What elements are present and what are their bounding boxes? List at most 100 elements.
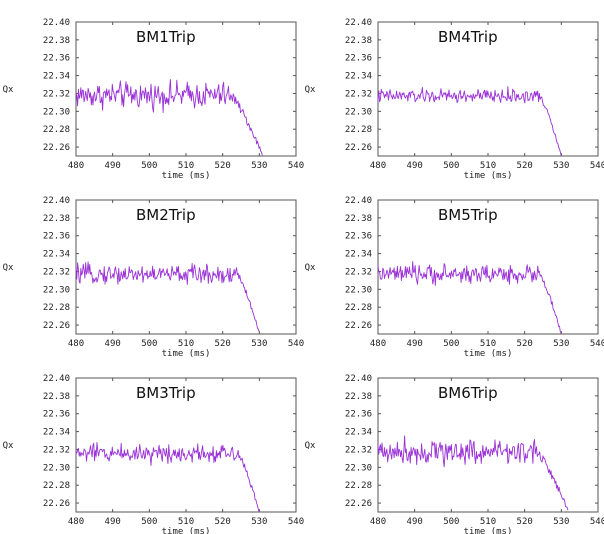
y-tick-label: 22.26 xyxy=(345,499,372,509)
x-tick-label: 480 xyxy=(68,517,84,527)
y-tick-label: 22.28 xyxy=(345,481,372,491)
x-tick-label: 520 xyxy=(215,517,231,527)
y-tick-label: 22.30 xyxy=(43,107,70,117)
x-tick-label: 520 xyxy=(517,339,533,349)
x-tick-label: 540 xyxy=(590,161,604,171)
x-tick-label: 510 xyxy=(480,161,496,171)
y-tick-label: 22.26 xyxy=(43,499,70,509)
x-tick-label: 500 xyxy=(141,339,157,349)
x-tick-label: 510 xyxy=(178,517,194,527)
chart-title: BM3Trip xyxy=(136,384,196,402)
x-tick-label: 500 xyxy=(443,517,459,527)
y-tick-label: 22.36 xyxy=(345,410,372,420)
x-axis-label: time (ms) xyxy=(162,527,211,534)
y-tick-label: 22.38 xyxy=(43,392,70,402)
x-tick-label: 530 xyxy=(553,517,569,527)
x-tick-label: 510 xyxy=(178,161,194,171)
y-tick-label: 22.34 xyxy=(345,428,372,438)
x-tick-label: 500 xyxy=(141,517,157,527)
x-tick-label: 480 xyxy=(370,161,386,171)
y-tick-label: 22.34 xyxy=(345,72,372,82)
y-tick-label: 22.38 xyxy=(43,214,70,224)
chart-svg: 22.40 22.38 22.36 22.34 22.32 22.30 22.28 22.26… xyxy=(3,374,305,534)
y-tick-label: 22.34 xyxy=(43,428,70,438)
y-tick-label: 22.30 xyxy=(345,107,372,117)
chart-panel-2: 22.40 22.38 22.36 22.34 22.32 22.30 22.28 22.26… xyxy=(302,0,604,181)
series-line xyxy=(75,441,260,513)
x-tick-label: 520 xyxy=(215,339,231,349)
y-tick-label: 22.28 xyxy=(43,125,70,135)
x-tick-label: 490 xyxy=(105,517,121,527)
x-tick-label: 490 xyxy=(407,161,423,171)
series-line xyxy=(377,435,569,511)
y-tick-label: 22.30 xyxy=(43,285,70,295)
x-tick-label: 500 xyxy=(443,161,459,171)
series-line xyxy=(377,261,562,334)
y-tick-label: 22.28 xyxy=(345,303,372,313)
y-tick-label: 22.40 xyxy=(345,18,372,28)
y-axis-label: Qx xyxy=(305,85,316,95)
y-tick-label: 22.26 xyxy=(43,143,70,153)
y-axis-label: Qx xyxy=(305,441,316,451)
y-tick-label: 22.30 xyxy=(345,285,372,295)
chart-panel-5: 22.40 22.38 22.36 22.34 22.32 22.30 22.28 22.26… xyxy=(0,356,305,534)
y-axis-label: Qx xyxy=(305,263,316,273)
x-tick-label: 540 xyxy=(288,161,304,171)
chart-title: BM4Trip xyxy=(438,28,498,46)
x-tick-label: 490 xyxy=(105,339,121,349)
y-tick-label: 22.28 xyxy=(43,481,70,491)
chart-svg: 22.40 22.38 22.36 22.34 22.32 22.30 22.28 22.26… xyxy=(3,18,305,181)
y-tick-label: 22.34 xyxy=(43,72,70,82)
y-tick-label: 22.38 xyxy=(345,392,372,402)
y-tick-label: 22.36 xyxy=(345,232,372,242)
x-tick-label: 490 xyxy=(407,339,423,349)
x-tick-label: 540 xyxy=(590,517,604,527)
chart-svg: 22.40 22.38 22.36 22.34 22.32 22.30 22.28 22.26… xyxy=(305,196,604,359)
x-tick-label: 510 xyxy=(480,517,496,527)
x-tick-label: 530 xyxy=(251,339,267,349)
y-tick-label: 22.40 xyxy=(43,196,70,206)
x-tick-label: 500 xyxy=(443,339,459,349)
y-tick-label: 22.40 xyxy=(43,18,70,28)
chart-title: BM5Trip xyxy=(438,206,498,224)
y-tick-label: 22.32 xyxy=(345,89,372,99)
y-tick-label: 22.32 xyxy=(43,267,70,277)
y-axis-label: Qx xyxy=(3,263,14,273)
y-tick-label: 22.38 xyxy=(345,214,372,224)
x-tick-label: 520 xyxy=(215,161,231,171)
x-tick-label: 520 xyxy=(517,161,533,171)
x-tick-label: 540 xyxy=(288,517,304,527)
y-axis-label: Qx xyxy=(3,441,14,451)
x-tick-label: 510 xyxy=(178,339,194,349)
y-tick-label: 22.26 xyxy=(345,143,372,153)
chart-svg: 22.40 22.38 22.36 22.34 22.32 22.30 22.28 22.26… xyxy=(305,18,604,181)
x-tick-label: 530 xyxy=(251,517,267,527)
series-line xyxy=(377,86,562,156)
x-tick-label: 540 xyxy=(288,339,304,349)
y-tick-label: 22.28 xyxy=(345,125,372,135)
y-tick-label: 22.36 xyxy=(43,232,70,242)
x-axis-label: time (ms) xyxy=(162,349,211,359)
y-tick-label: 22.36 xyxy=(43,54,70,64)
y-tick-label: 22.40 xyxy=(345,374,372,384)
y-tick-label: 22.40 xyxy=(43,374,70,384)
x-axis-label: time (ms) xyxy=(464,349,513,359)
chart-panel-6: 22.40 22.38 22.36 22.34 22.32 22.30 22.28 22.26… xyxy=(302,356,604,534)
y-tick-label: 22.36 xyxy=(345,54,372,64)
x-tick-label: 510 xyxy=(480,339,496,349)
y-tick-label: 22.36 xyxy=(43,410,70,420)
y-tick-label: 22.30 xyxy=(43,463,70,473)
chart-title: BM2Trip xyxy=(136,206,196,224)
y-tick-label: 22.26 xyxy=(345,321,372,331)
chart-panel-4: 22.40 22.38 22.36 22.34 22.32 22.30 22.28 22.26… xyxy=(302,178,604,359)
x-tick-label: 530 xyxy=(251,161,267,171)
y-tick-label: 22.30 xyxy=(345,463,372,473)
y-tick-label: 22.38 xyxy=(43,36,70,46)
y-tick-label: 22.40 xyxy=(345,196,372,206)
x-tick-label: 530 xyxy=(553,339,569,349)
x-tick-label: 530 xyxy=(553,161,569,171)
chart-title: BM1Trip xyxy=(136,28,196,46)
chart-panel-3: 22.40 22.38 22.36 22.34 22.32 22.30 22.28 22.26… xyxy=(0,178,305,359)
x-tick-label: 480 xyxy=(370,517,386,527)
y-tick-label: 22.32 xyxy=(345,267,372,277)
